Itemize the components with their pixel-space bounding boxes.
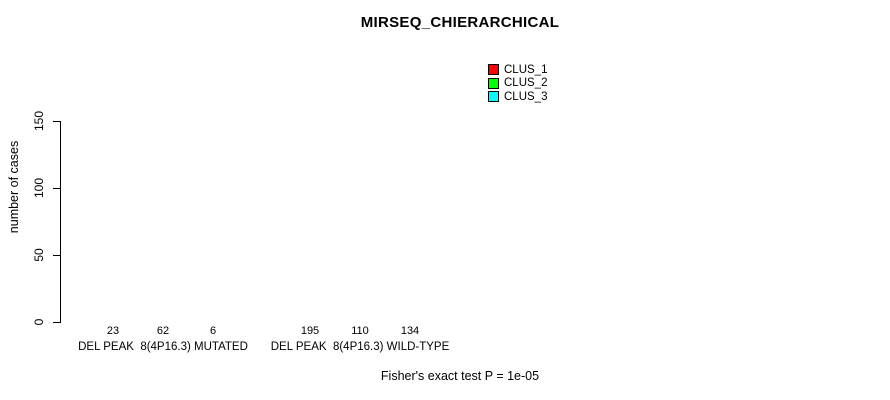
legend-swatch-icon — [488, 77, 499, 89]
legend-item-clus_1: CLUS_1 — [488, 63, 547, 77]
category-label-group2: DEL PEAK 8(4P16.3) WILD-TYPE — [270, 341, 450, 353]
y-tick-0 — [53, 322, 60, 323]
y-axis-line — [60, 121, 61, 323]
legend-label: CLUS_2 — [504, 77, 548, 90]
legend-item-clus_2: CLUS_2 — [488, 77, 547, 91]
legend-swatch-icon — [488, 64, 499, 76]
chart-title: MIRSEQ_CHIERARCHICAL — [360, 14, 560, 31]
y-tick-label-150: 150 — [32, 110, 46, 132]
y-tick-label-100: 100 — [32, 177, 46, 199]
category-label-group1: DEL PEAK 8(4P16.3) MUTATED — [78, 341, 248, 353]
y-axis-label: number of cases — [7, 140, 21, 234]
legend: CLUS_1 CLUS_2 CLUS_3 — [488, 63, 547, 104]
y-tick-label-50: 50 — [32, 248, 46, 262]
fisher-test-annotation: Fisher's exact test P = 1e-05 — [380, 369, 540, 383]
bar-value-label: 110 — [351, 325, 369, 337]
bar-value-label: 23 — [106, 325, 120, 337]
legend-label: CLUS_3 — [504, 90, 548, 103]
y-tick-label-0: 0 — [32, 318, 46, 326]
y-tick-150 — [53, 121, 60, 122]
y-tick-50 — [53, 255, 60, 256]
bar-value-label: 195 — [300, 325, 320, 337]
bar-value-label: 62 — [156, 325, 170, 337]
y-tick-100 — [53, 188, 60, 189]
legend-swatch-icon — [488, 91, 499, 103]
legend-label: CLUS_1 — [504, 63, 548, 76]
bar-value-label: 6 — [209, 325, 217, 337]
bar-value-label: 134 — [400, 325, 420, 337]
legend-item-clus_3: CLUS_3 — [488, 90, 547, 104]
